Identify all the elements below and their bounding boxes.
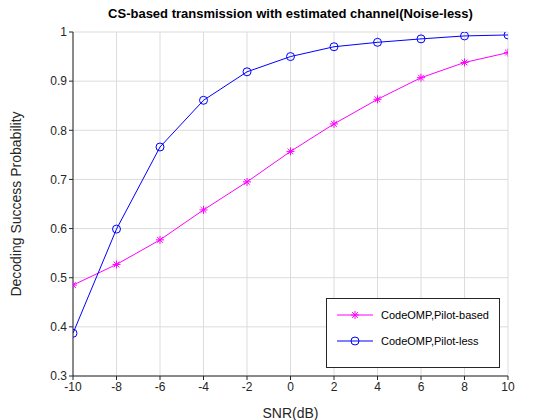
svg-text:-10: -10 — [64, 379, 82, 394]
svg-text:0.3: 0.3 — [50, 369, 67, 383]
svg-text:0.8: 0.8 — [50, 124, 67, 138]
svg-text:-4: -4 — [198, 380, 209, 394]
html-text:CS-based transmission with est: CS-based transmission with estimated cha… — [108, 6, 473, 21]
svg-text:-8: -8 — [111, 380, 122, 394]
svg-text:0.7: 0.7 — [50, 173, 67, 187]
svg-text:0.6: 0.6 — [50, 222, 67, 236]
svg-text:-2: -2 — [242, 380, 253, 394]
svg-text:0.9: 0.9 — [50, 74, 67, 88]
html-text:CodeOMP,Pilot-based: CodeOMP,Pilot-based — [381, 309, 489, 321]
svg-text:SNR(dB): SNR(dB) — [262, 405, 318, 420]
svg-text:1: 1 — [60, 25, 67, 39]
svg-text:6: 6 — [418, 380, 425, 394]
svg-text:Decoding Success Probability: Decoding Success Probability — [8, 111, 24, 296]
svg-text:-6: -6 — [155, 380, 166, 394]
svg-text:10: 10 — [501, 380, 515, 394]
svg-text:0.4: 0.4 — [50, 320, 67, 334]
svg-text:4: 4 — [374, 380, 381, 394]
svg-text:8: 8 — [461, 380, 468, 394]
html-text:CodeOMP,Pilot-less: CodeOMP,Pilot-less — [381, 335, 479, 347]
svg-text:0.5: 0.5 — [50, 271, 67, 285]
svg-text:0: 0 — [287, 380, 294, 394]
svg-text:2: 2 — [331, 380, 338, 394]
